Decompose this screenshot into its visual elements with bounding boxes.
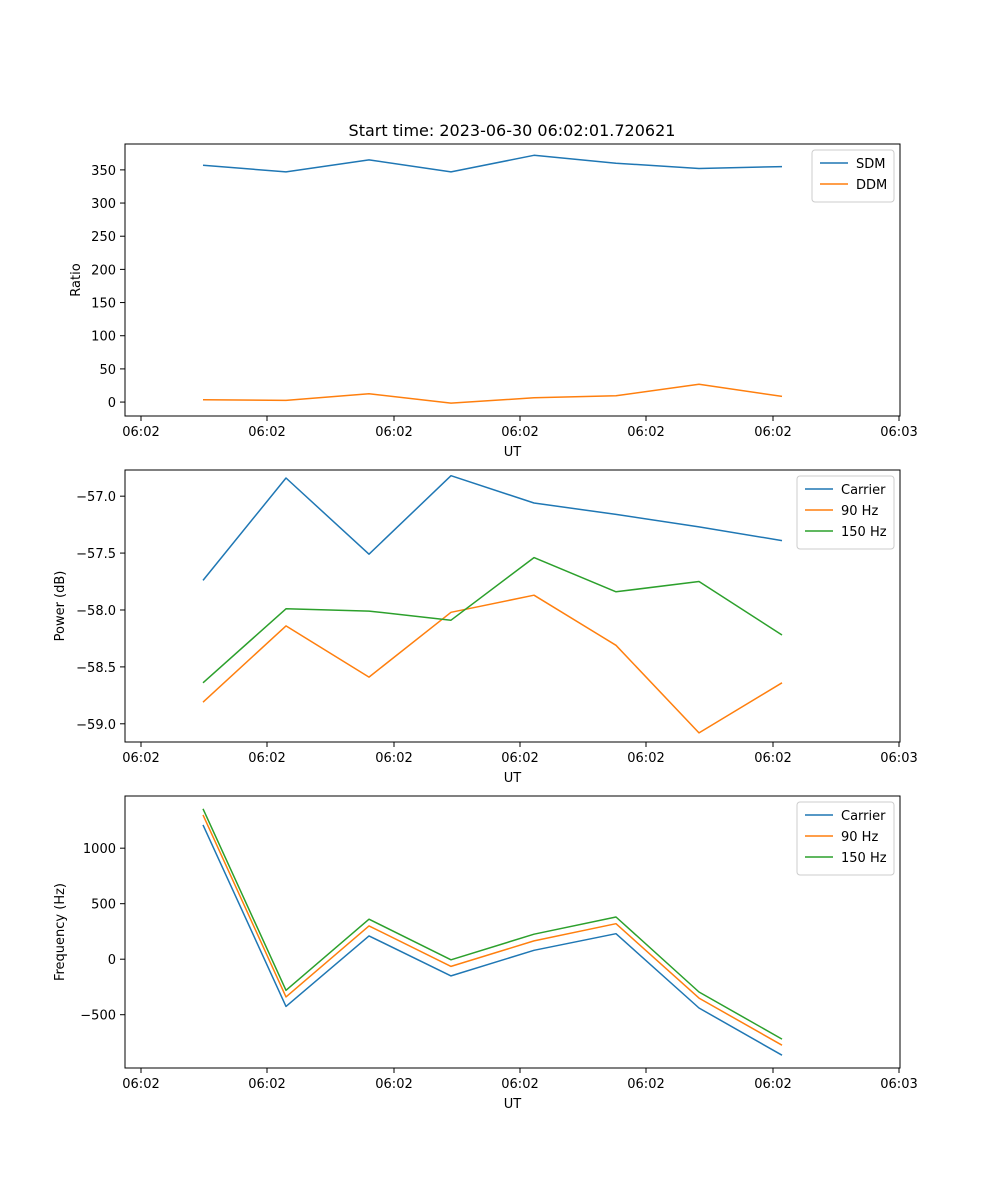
frequency-legend-label-90-hz: 90 Hz: [841, 830, 878, 845]
ratio-series-sdm-line: [202, 154, 783, 173]
ratio-legend-label-ddm: DDM: [856, 178, 887, 193]
power-plot-frame: [124, 469, 901, 743]
power-legend-label-150-hz: 150 Hz: [841, 525, 887, 540]
power-x-tick-label: 06:03: [880, 751, 917, 766]
ratio-y-tick-label: 100: [91, 330, 116, 345]
power-y-axis-label: Power (dB): [53, 571, 68, 642]
frequency-x-tick-label: 06:02: [754, 1077, 791, 1092]
frequency-legend-label-carrier: Carrier: [841, 809, 886, 824]
ratio-x-tick-label: 06:03: [880, 425, 917, 440]
frequency-y-tick-label: 0: [108, 953, 116, 968]
power-x-axis-label: UT: [504, 771, 522, 786]
power-y-tick-label: −57.0: [76, 490, 116, 505]
ratio-y-tick-label: 200: [91, 263, 116, 278]
power-series-90-hz-line: [202, 594, 783, 734]
power-x-tick-label: 06:02: [627, 751, 664, 766]
figure-title: Start time: 2023-06-30 06:02:01.720621: [349, 121, 676, 140]
frequency-y-tick-label: 500: [91, 898, 116, 913]
ratio-y-tick-label: 350: [91, 164, 116, 179]
frequency-series-150-hz-line: [202, 808, 783, 1040]
power-y-tick-label: −57.5: [76, 547, 116, 562]
power-x-tick-label: 06:02: [122, 751, 159, 766]
ratio-y-tick-label: 0: [108, 396, 116, 411]
frequency-legend: Carrier 90 Hz 150 Hz: [796, 801, 895, 876]
power-legend-label-90-hz: 90 Hz: [841, 504, 878, 519]
frequency-x-tick-label: 06:02: [375, 1077, 412, 1092]
frequency-y-tick-label: 1000: [83, 842, 116, 857]
power-legend: Carrier 90 Hz 150 Hz: [796, 475, 895, 550]
power-x-tick-label: 06:02: [754, 751, 791, 766]
frequency-series-90-hz-line: [202, 814, 783, 1046]
ratio-x-tick-label: 06:02: [248, 425, 285, 440]
frequency-series-carrier-line: [202, 824, 783, 1056]
ratio-y-axis-label: Ratio: [69, 263, 84, 296]
ratio-y-tick-label: 300: [91, 197, 116, 212]
ratio-panel: 06:02 06:02 06:02 06:02 06:02 06:02 06:03 0 50 10…: [69, 143, 918, 460]
ratio-series-ddm-line: [202, 383, 783, 404]
ratio-x-tick-label: 06:02: [375, 425, 412, 440]
power-series-carrier-line: [202, 474, 783, 581]
power-y-tick-label: −58.5: [76, 661, 116, 676]
frequency-y-tick-label: −500: [80, 1009, 116, 1024]
ratio-x-axis-label: UT: [504, 445, 522, 460]
frequency-y-axis-label: Frequency (Hz): [53, 883, 68, 981]
frequency-x-tick-label: 06:02: [627, 1077, 664, 1092]
power-x-tick-label: 06:02: [248, 751, 285, 766]
ratio-y-tick-label: 150: [91, 297, 116, 312]
power-series-150-hz-line: [202, 556, 783, 684]
power-y-tick-label: −59.0: [76, 718, 116, 733]
frequency-panel: 06:02 06:02 06:02 06:02 06:02 06:02 06:03 −500 0…: [53, 795, 918, 1112]
power-x-tick-label: 06:02: [501, 751, 538, 766]
ratio-y-tick-label: 250: [91, 230, 116, 245]
frequency-plot-frame: [124, 795, 901, 1069]
frequency-x-tick-label: 06:03: [880, 1077, 917, 1092]
frequency-x-tick-label: 06:02: [248, 1077, 285, 1092]
power-legend-label-carrier: Carrier: [841, 483, 886, 498]
power-x-tick-label: 06:02: [375, 751, 412, 766]
power-panel: 06:02 06:02 06:02 06:02 06:02 06:02 06:03 −59.0…: [53, 469, 918, 786]
frequency-legend-label-150-hz: 150 Hz: [841, 851, 887, 866]
frequency-x-axis-label: UT: [504, 1097, 522, 1112]
ratio-legend-label-sdm: SDM: [856, 157, 885, 172]
frequency-x-tick-label: 06:02: [501, 1077, 538, 1092]
ratio-y-tick-label: 50: [99, 363, 116, 378]
ratio-legend: SDM DDM: [811, 149, 895, 203]
frequency-x-tick-label: 06:02: [122, 1077, 159, 1092]
ratio-x-tick-label: 06:02: [122, 425, 159, 440]
power-y-tick-label: −58.0: [76, 604, 116, 619]
ratio-x-tick-label: 06:02: [501, 425, 538, 440]
ratio-plot-frame: [124, 143, 901, 417]
ratio-x-tick-label: 06:02: [627, 425, 664, 440]
ratio-x-tick-label: 06:02: [754, 425, 791, 440]
